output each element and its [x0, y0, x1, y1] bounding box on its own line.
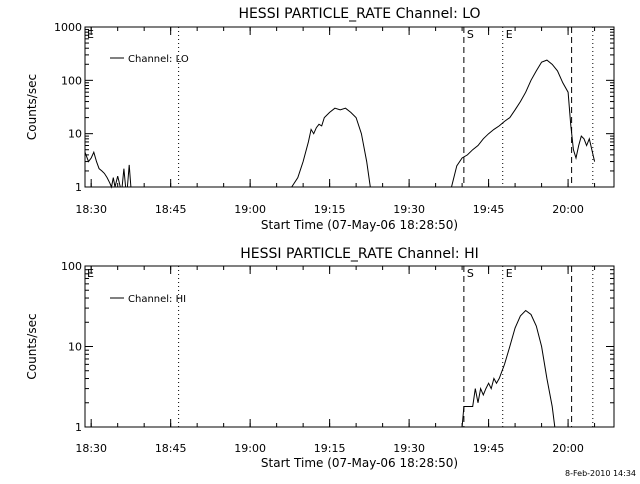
x-axis-label: Start Time (07-May-06 18:28:50): [261, 218, 458, 232]
x-tick-label: 18:30: [75, 442, 107, 455]
legend-label: Channel: HI: [128, 294, 186, 305]
chart-title: HESSI PARTICLE_RATE Channel: LO: [238, 6, 480, 22]
event-label-e: E: [506, 267, 513, 280]
plot-frame: [84, 26, 615, 188]
x-tick-label: 18:45: [155, 203, 187, 216]
series-line: [291, 107, 371, 188]
event-label-s: S: [467, 267, 474, 280]
chart-panel-0: HESSI PARTICLE_RATE Channel: LO 18:30 18:4…: [25, 6, 615, 232]
corner-marker: E: [87, 28, 94, 41]
plot-frame: [84, 265, 615, 428]
chart-panel-1: HESSI PARTICLE_RATE Channel: HI 18:30 18:4…: [25, 246, 615, 470]
x-tick-label: 20:00: [552, 203, 584, 216]
y-tick-label: 100: [61, 74, 82, 87]
series-line: [451, 59, 596, 188]
y-tick-label: 100: [61, 260, 82, 273]
y-tick-label: 10: [68, 128, 82, 141]
y-axis-label: Counts/sec: [25, 74, 39, 140]
x-tick-label: 19:15: [314, 203, 346, 216]
x-tick-label: 18:30: [75, 203, 107, 216]
x-tick-label: 20:00: [552, 442, 584, 455]
y-tick-label: 1: [75, 421, 82, 434]
x-tick-label: 18:45: [155, 442, 187, 455]
chart-title: HESSI PARTICLE_RATE Channel: HI: [240, 246, 478, 262]
y-tick-label: 1: [75, 181, 82, 194]
x-tick-label: 19:45: [473, 442, 505, 455]
x-tick-label: 19:00: [234, 442, 266, 455]
x-tick-label: 19:45: [473, 203, 505, 216]
y-tick-label: 10: [68, 341, 82, 354]
timestamp: 8-Feb-2010 14:34: [565, 469, 636, 478]
y-axis-label: Counts/sec: [25, 313, 39, 379]
x-tick-label: 19:00: [234, 203, 266, 216]
y-tick-label: 1000: [54, 21, 82, 34]
event-label-e: E: [506, 28, 513, 41]
x-tick-label: 19:15: [314, 442, 346, 455]
x-tick-label: 19:30: [393, 442, 425, 455]
series-line: [461, 309, 556, 428]
x-axis-label: Start Time (07-May-06 18:28:50): [261, 456, 458, 470]
legend-label: Channel: LO: [128, 54, 189, 65]
corner-marker: E: [87, 267, 94, 280]
event-label-s: S: [467, 28, 474, 41]
x-tick-label: 19:30: [393, 203, 425, 216]
series-line: [84, 150, 135, 189]
